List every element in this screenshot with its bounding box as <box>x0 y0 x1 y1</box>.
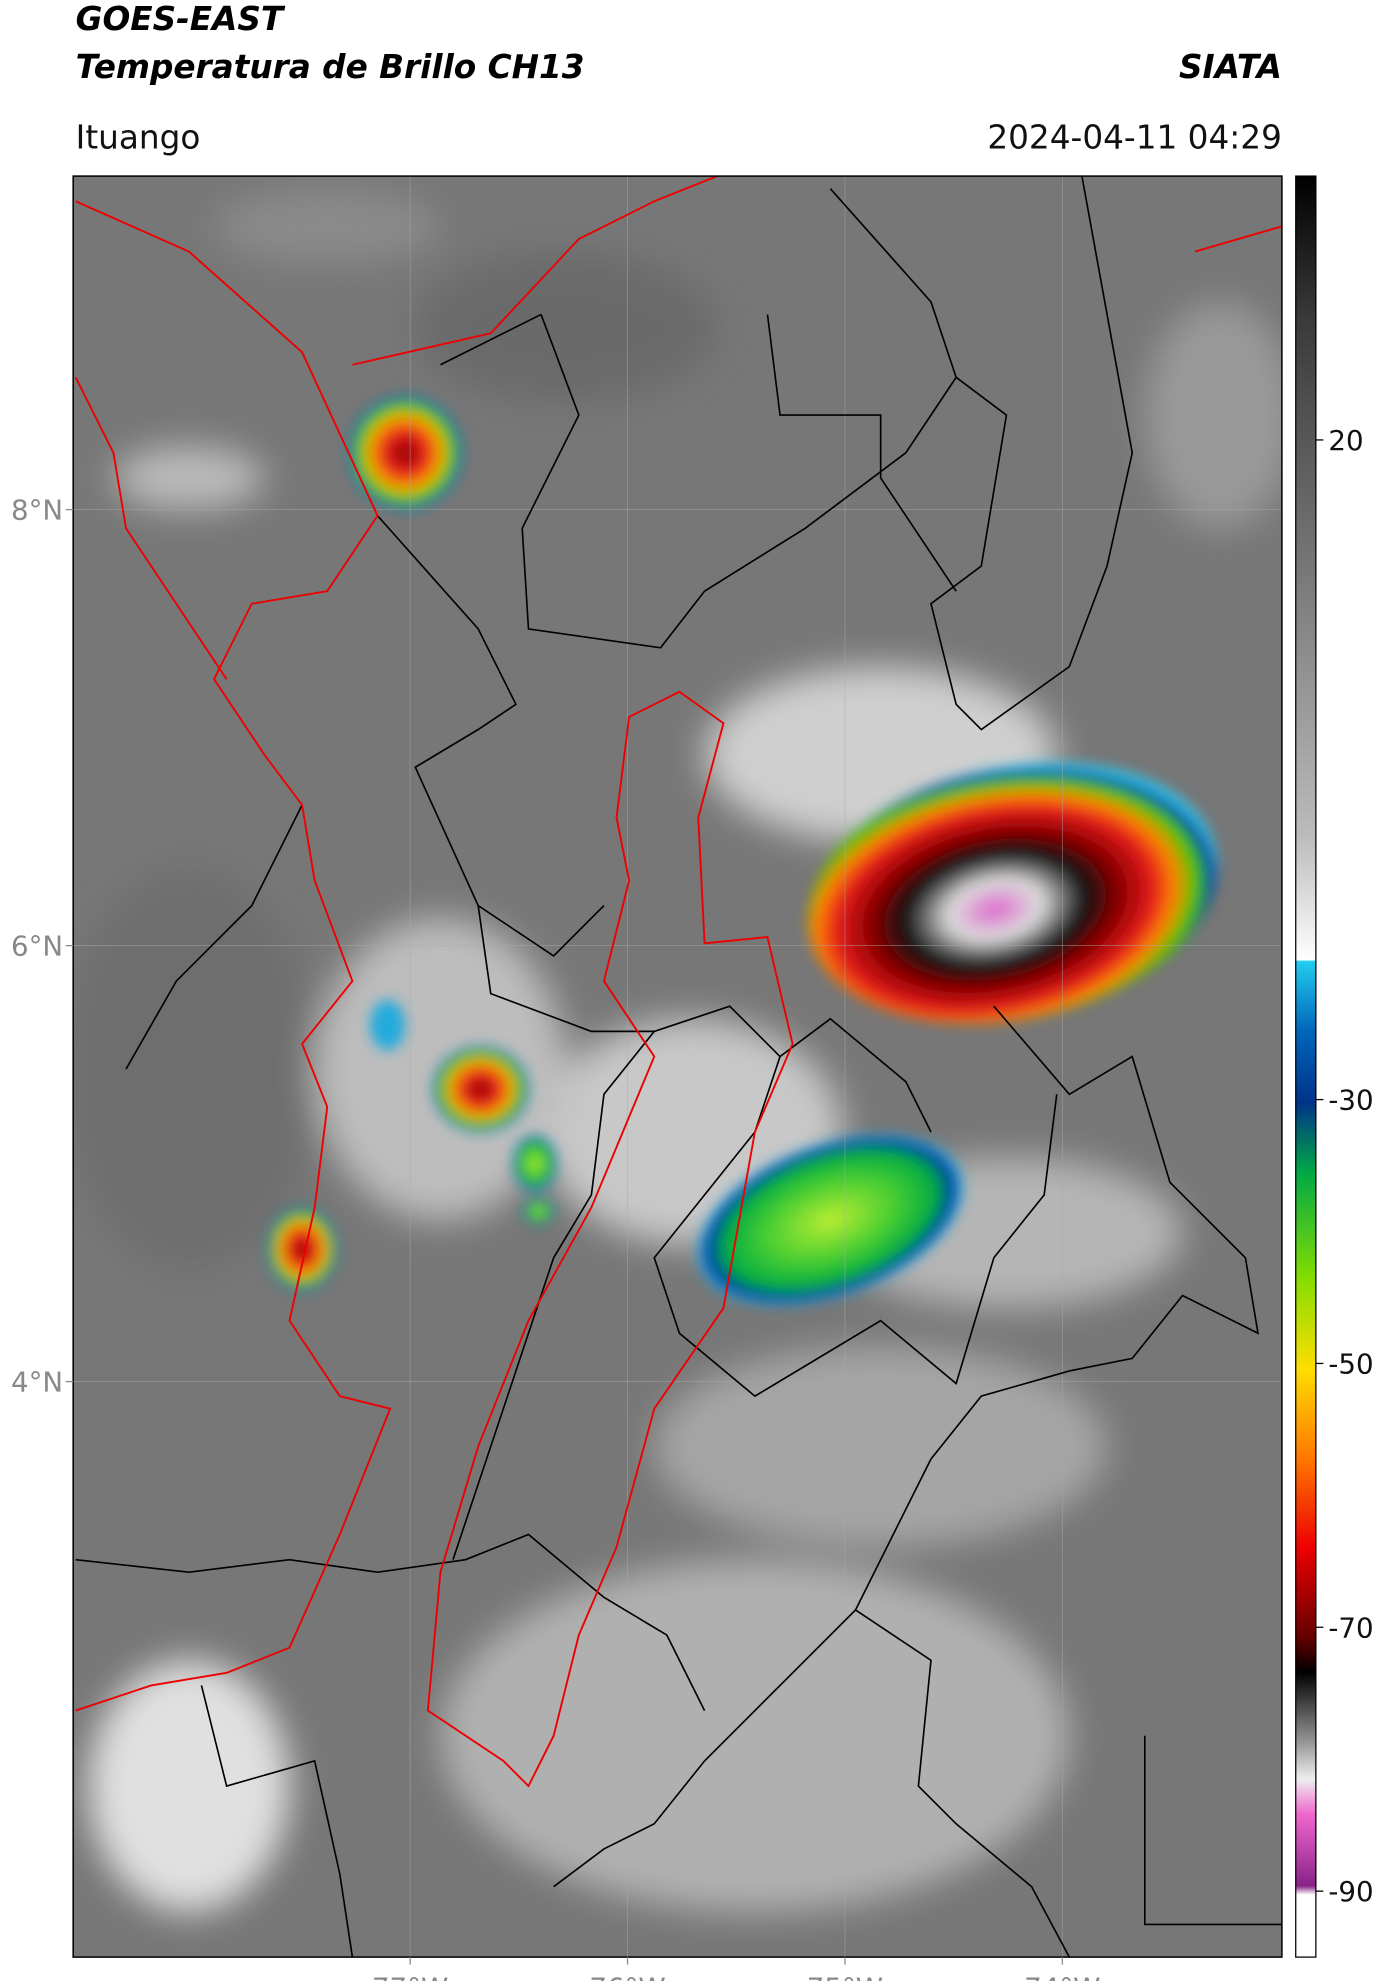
axes: 77°W 76°W 75°W 74°W 8°N 6°N 4°N 20 -30 -50 -70 -90 <box>11 424 1374 1981</box>
colorbar-tick-label: -50 <box>1328 1347 1373 1380</box>
map-frame <box>72 175 1283 1958</box>
y-tick-label: 6°N <box>11 930 63 963</box>
coast-and-region <box>74 176 1282 1788</box>
x-tick-label: 75°W <box>807 1971 883 1981</box>
storms <box>266 396 1218 1306</box>
datetime: 2024-04-11 04:29 <box>987 118 1282 156</box>
clouds <box>73 188 1282 1912</box>
x-tick-label: 76°W <box>589 1971 665 1981</box>
grid <box>73 176 1282 1958</box>
map <box>73 176 1282 1958</box>
subtitle: Temperatura de Brillo CH13 <box>76 48 585 86</box>
y-tick-label: 4°N <box>11 1366 63 1399</box>
colorbar-tick-label: -70 <box>1328 1611 1373 1644</box>
x-tick-label: 77°W <box>372 1971 448 1981</box>
y-tick-label: 8°N <box>11 494 63 527</box>
colorbar-tick-label: 20 <box>1328 424 1363 457</box>
source: SIATA <box>1179 48 1282 86</box>
location: Ituango <box>76 118 201 156</box>
colorbar-tick-label: -30 <box>1328 1084 1373 1117</box>
colorbar-tick-label: -90 <box>1328 1875 1373 1908</box>
title: GOES-EAST <box>76 0 286 38</box>
borders <box>75 176 1282 1958</box>
colorbar <box>1295 175 1317 1958</box>
x-tick-label: 74°W <box>1024 1971 1100 1981</box>
